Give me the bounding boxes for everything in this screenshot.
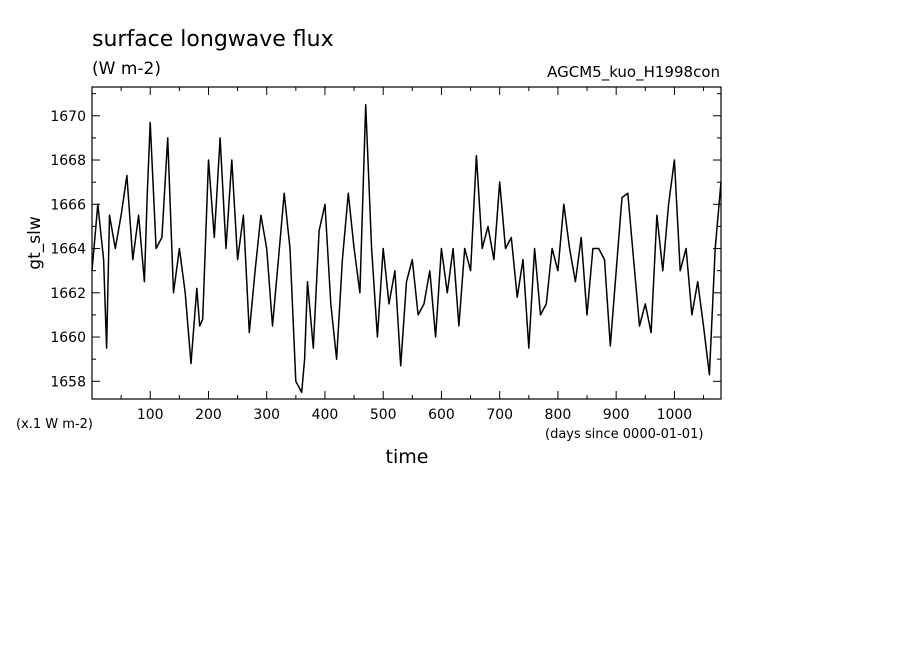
series-line [91,103,722,394]
y-scale-note: (x.1 W m-2) [16,417,93,432]
x-tick-label: 300 [253,407,280,423]
units-label: (W m-2) [92,59,161,79]
x-units-label: (days since 0000-01-01) [545,427,703,442]
y-tick-label: 1668 [50,153,86,169]
y-tick-label: 1666 [50,197,86,213]
y-tick-label: 1660 [50,330,86,346]
x-tick-label: 800 [545,407,572,423]
x-tick-label: 700 [486,407,513,423]
x-tick-label: 600 [428,407,455,423]
x-tick-label: 1000 [657,407,693,423]
y-tick-label: 1658 [50,374,86,390]
chart-title: surface longwave flux [92,27,334,52]
x-tick-label: 100 [137,407,164,423]
dataset-label: AGCM5_kuo_H1998con [547,63,720,82]
x-tick-label: 500 [370,407,397,423]
y-tick-label: 1662 [50,286,86,302]
y-axis-label: gt_slw [25,216,45,270]
x-tick-label: 200 [195,407,222,423]
data-series [91,103,722,394]
x-axis-label: time [386,446,429,468]
plot-frame [91,86,722,400]
x-tick-label: 400 [312,407,339,423]
x-tick-label: 900 [603,407,630,423]
y-tick-label: 1664 [50,242,86,258]
y-tick-label: 1670 [50,109,86,125]
axis-ticks: 100 200 300 400 500 600 700 800 900 1000 1658 1660 1… [50,87,721,423]
